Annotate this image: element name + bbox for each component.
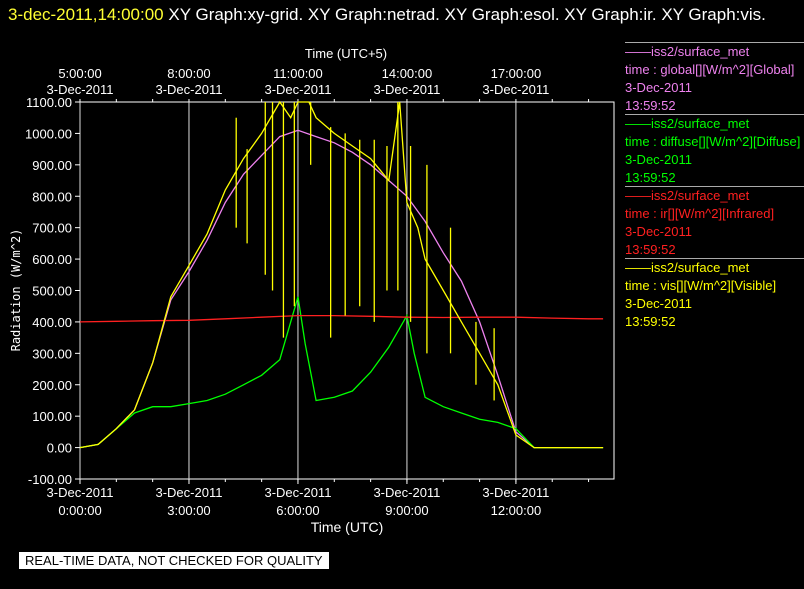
legend-time: 13:59:52 (625, 170, 676, 185)
legend-time: 13:59:52 (625, 314, 676, 329)
header-title: XY Graph:xy-grid. XY Graph:netrad. XY Gr… (168, 5, 766, 24)
series-diffuse-line (79, 296, 604, 449)
series-vis-line (79, 100, 604, 449)
legend-time: 13:59:52 (625, 242, 676, 257)
legend-source: ——iss2/surface_met (625, 116, 750, 131)
x2-tick-time: 17:00:00 (491, 66, 542, 81)
x2-tick-time: 14:00:00 (382, 66, 433, 81)
legend-source: ——iss2/surface_met (625, 44, 750, 59)
x-tick-date: 3-Dec-2011 (482, 485, 549, 500)
y-axis-label: Radiation (W/m^2) (9, 229, 23, 352)
graph-header: 3-dec-2011,14:00:00 XY Graph:xy-grid. XY… (8, 4, 798, 26)
x-tick-time: 6:00:00 (276, 503, 319, 518)
legend-variable: time : vis[][W/m^2][Visible] (625, 278, 777, 293)
x-tick-time: 3:00:00 (167, 503, 210, 518)
x-tick-date: 3-Dec-2011 (155, 485, 222, 500)
header-timestamp: 3-dec-2011,14:00:00 (8, 5, 164, 24)
legend-separator (625, 258, 804, 259)
y-tick-label: 100.00 (32, 409, 72, 424)
legend-variable: time : global[][W/m^2][Global] (625, 62, 795, 77)
x-tick-time: 12:00:00 (491, 503, 542, 518)
x-tick-date: 3-Dec-2011 (264, 485, 331, 500)
x-tick-time: 0:00:00 (58, 503, 101, 518)
y-tick-label: 300.00 (32, 346, 72, 361)
y-tick-label: -100.00 (28, 472, 72, 487)
x2-tick-time: 5:00:00 (58, 66, 101, 81)
y-tick-label: 1100.00 (26, 95, 72, 110)
x-tick-time: 9:00:00 (385, 503, 428, 518)
y-tick-label: 500.00 (32, 284, 72, 299)
legend-separator (625, 42, 804, 43)
legend-date: 3-Dec-2011 (625, 80, 692, 95)
legend-date: 3-Dec-2011 (625, 224, 692, 239)
legend-variable: time : diffuse[][W/m^2][Diffuse] (625, 134, 801, 149)
x-axis-label: Time (UTC) (311, 519, 384, 535)
legend-separator (625, 114, 804, 115)
quality-note: REAL-TIME DATA, NOT CHECKED FOR QUALITY (19, 552, 329, 569)
x-tick-date: 3-Dec-2011 (373, 485, 440, 500)
legend-source: ——iss2/surface_met (625, 260, 750, 275)
y-tick-label: 900.00 (32, 158, 72, 173)
x-tick-date: 3-Dec-2011 (47, 485, 114, 500)
y-tick-label: 700.00 (32, 221, 72, 236)
x2-tick-date: 3-Dec-2011 (482, 82, 549, 97)
x2-axis-label: Time (UTC+5) (305, 46, 387, 61)
y-tick-label: 800.00 (32, 189, 72, 204)
legend-time: 13:59:52 (625, 98, 676, 113)
y-tick-label: 600.00 (32, 252, 72, 267)
legend-date: 3-Dec-2011 (625, 152, 692, 167)
y-tick-label: 200.00 (32, 378, 72, 393)
series-global-line (79, 129, 604, 449)
legend-separator (625, 186, 804, 187)
x2-tick-date: 3-Dec-2011 (264, 82, 331, 97)
y-tick-label: 0.00 (47, 441, 72, 456)
x2-tick-time: 11:00:00 (273, 66, 323, 81)
legend-date: 3-Dec-2011 (625, 296, 692, 311)
x2-tick-date: 3-Dec-2011 (155, 82, 222, 97)
plot-frame (79, 101, 615, 480)
x2-tick-date: 3-Dec-2011 (373, 82, 440, 97)
y-tick-label: 400.00 (32, 315, 72, 330)
y-tick-label: 1000.00 (25, 126, 72, 141)
legend-variable: time : ir[][W/m^2][Infrared] (625, 206, 775, 221)
legend-source: ——iss2/surface_met (625, 188, 750, 203)
x2-tick-time: 8:00:00 (167, 66, 210, 81)
series-ir-line (79, 314, 604, 323)
x2-tick-date: 3-Dec-2011 (47, 82, 114, 97)
